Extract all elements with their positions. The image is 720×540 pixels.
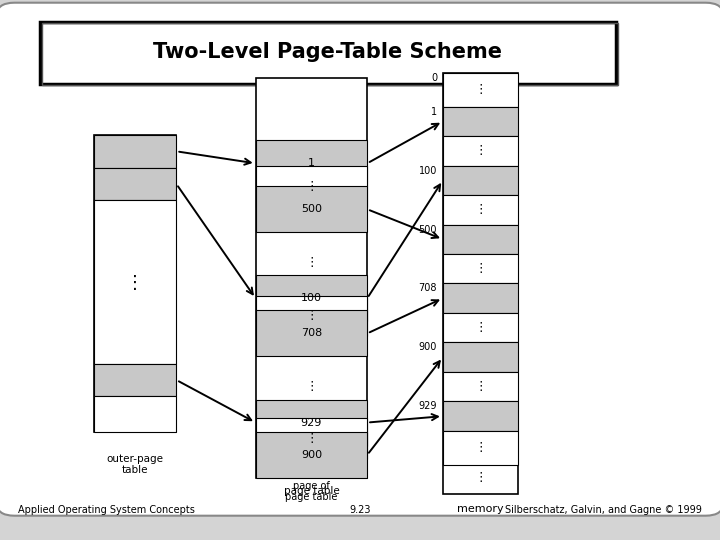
Bar <box>443 136 518 166</box>
Text: ⋮: ⋮ <box>305 180 318 193</box>
Bar <box>443 166 518 195</box>
Text: Silberschatz, Galvin, and Gagne © 1999: Silberschatz, Galvin, and Gagne © 1999 <box>505 505 702 515</box>
Text: ⋮: ⋮ <box>474 262 487 275</box>
Bar <box>256 275 367 321</box>
Bar <box>256 78 367 478</box>
Bar <box>443 342 518 372</box>
Bar <box>443 73 518 106</box>
Bar <box>256 186 367 232</box>
Bar <box>94 364 176 396</box>
Bar <box>443 431 518 464</box>
Text: ⋮: ⋮ <box>474 441 487 454</box>
Bar <box>256 310 367 356</box>
Bar <box>40 22 616 84</box>
Text: 708: 708 <box>301 328 322 339</box>
FancyBboxPatch shape <box>0 3 720 516</box>
Bar <box>256 418 367 459</box>
Text: Applied Operating System Concepts: Applied Operating System Concepts <box>18 505 195 515</box>
Bar <box>443 73 518 494</box>
Text: 929: 929 <box>418 401 437 411</box>
Text: 900: 900 <box>418 342 437 353</box>
Text: ⋮: ⋮ <box>305 309 318 322</box>
Text: 0: 0 <box>431 73 437 83</box>
Bar <box>443 372 518 401</box>
Text: 929: 929 <box>301 417 322 428</box>
Bar <box>256 432 367 478</box>
Text: page of
page table: page of page table <box>285 481 338 502</box>
Text: ⋮: ⋮ <box>305 432 318 445</box>
Bar <box>443 195 518 225</box>
Text: ⋮: ⋮ <box>474 83 487 96</box>
Text: ⋮: ⋮ <box>474 203 487 217</box>
Text: ⋮: ⋮ <box>474 321 487 334</box>
Bar <box>443 284 518 313</box>
Bar <box>256 140 367 186</box>
Bar <box>443 313 518 342</box>
Text: 100: 100 <box>418 166 437 176</box>
Bar <box>42 23 618 85</box>
Text: 708: 708 <box>418 284 437 294</box>
Text: ⋮: ⋮ <box>474 144 487 157</box>
Bar <box>443 254 518 284</box>
Text: ⋮: ⋮ <box>474 471 487 484</box>
Text: memory: memory <box>457 504 504 514</box>
Bar <box>94 396 176 432</box>
Text: page table: page table <box>284 486 339 496</box>
Text: ⋮: ⋮ <box>126 274 144 293</box>
Bar <box>443 106 518 136</box>
Text: ⋮: ⋮ <box>305 380 318 393</box>
Text: 900: 900 <box>301 450 322 460</box>
Text: Two-Level Page-Table Scheme: Two-Level Page-Table Scheme <box>153 42 502 63</box>
Bar <box>94 167 176 200</box>
Bar <box>94 200 176 364</box>
Bar <box>94 135 176 432</box>
Text: 100: 100 <box>301 293 322 303</box>
Bar <box>256 166 367 206</box>
Text: 9.23: 9.23 <box>349 505 371 515</box>
Bar <box>256 296 367 336</box>
Bar <box>443 225 518 254</box>
Text: outer-page
table: outer-page table <box>107 454 163 475</box>
Text: 500: 500 <box>418 225 437 234</box>
Bar <box>443 401 518 431</box>
Bar <box>94 135 176 167</box>
Text: 500: 500 <box>301 204 322 214</box>
Text: 1: 1 <box>308 158 315 168</box>
Text: 1: 1 <box>431 106 437 117</box>
Bar <box>256 400 367 446</box>
Text: ⋮: ⋮ <box>474 380 487 393</box>
Text: ⋮: ⋮ <box>305 256 318 269</box>
